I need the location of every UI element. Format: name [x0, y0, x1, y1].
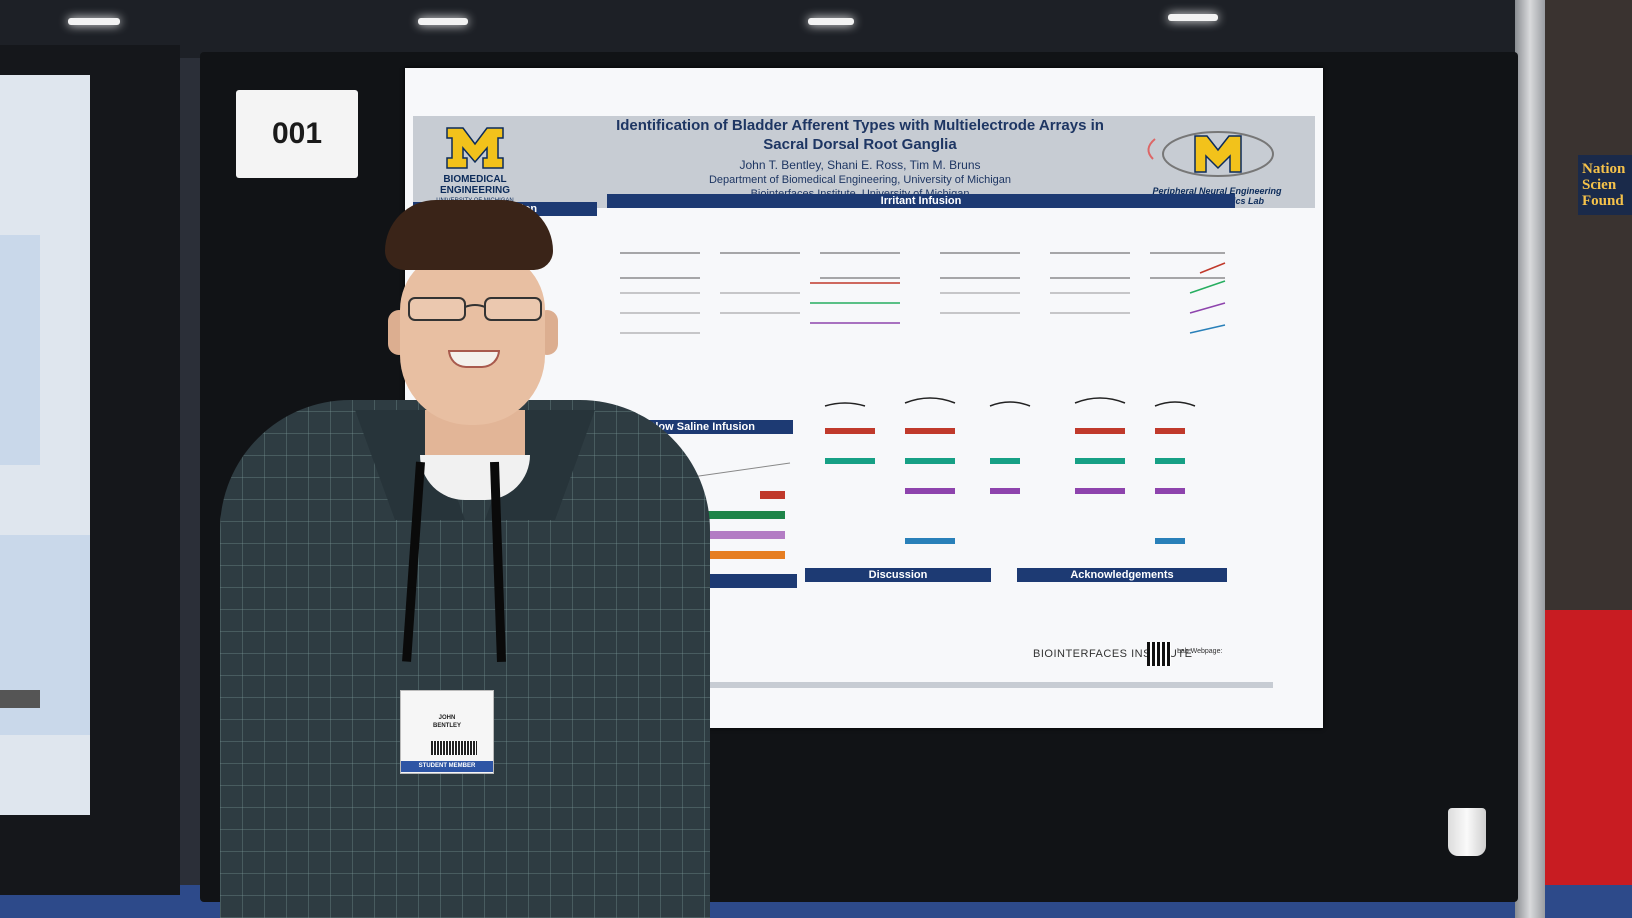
paper-cup — [1448, 808, 1486, 856]
poster-affiliation: Department of Biomedical Engineering, Un… — [708, 174, 1012, 186]
section-discussion: Discussion — [805, 568, 991, 582]
poster-title: Identification of Bladder Afferent Types… — [575, 116, 1145, 154]
section-acknowledgements: Acknowledgements — [1017, 568, 1227, 582]
board-number: 001 — [271, 117, 323, 150]
booth-sign: Nation Scien Found — [1578, 155, 1632, 215]
ceiling — [0, 0, 1632, 58]
booth-sign-line: Scien — [1582, 177, 1617, 193]
lab-logo — [1147, 131, 1274, 177]
poster-panel — [0, 235, 40, 465]
logo-line: BIOMEDICAL — [443, 174, 507, 185]
booth-sign-line: Nation — [1582, 161, 1626, 177]
ceiling-light — [1168, 14, 1218, 21]
irritant-traces — [620, 252, 1226, 334]
face — [400, 250, 545, 425]
glasses-icon — [408, 297, 542, 321]
logo-line: ENGINEERING — [439, 185, 510, 196]
poster-title-line: Identification of Bladder Afferent Types… — [616, 117, 1104, 134]
section-irritant-infusion: Irritant Infusion — [607, 194, 1235, 208]
board-number-card: 001 — [236, 90, 358, 178]
lab-webpage-label: Lab Webpage: — [1177, 648, 1223, 655]
carryover-traces — [824, 397, 1196, 544]
badge-last-name: BENTLEY — [432, 723, 461, 729]
qr-code — [1147, 642, 1171, 666]
badge-barcode — [431, 741, 477, 755]
lab-name-line: Peripheral Neural Engineering — [1152, 186, 1282, 196]
poster-figure — [0, 690, 40, 708]
poster-header — [413, 116, 1315, 208]
left-neighbor-poster — [0, 75, 90, 815]
booth-sign-line: Found — [1582, 193, 1624, 209]
badge-first-name: JOHN — [438, 715, 456, 721]
poster-title-line: Sacral Dorsal Root Ganglia — [763, 136, 957, 153]
booth-pillar — [1515, 0, 1545, 918]
ceiling-light — [808, 18, 854, 25]
presenter: JOHN BENTLEY STUDENT MEMBER — [220, 200, 710, 918]
name-badge: JOHN BENTLEY STUDENT MEMBER — [400, 690, 494, 774]
ceiling-light — [68, 18, 120, 25]
badge-member-type: STUDENT MEMBER — [401, 761, 493, 772]
carryover-figure — [805, 388, 1235, 558]
michigan-m-logo — [446, 127, 504, 169]
hair — [385, 200, 553, 270]
ceiling-light — [418, 18, 468, 25]
poster-footer-strip — [413, 682, 1273, 688]
poster-authors: John T. Bentley, Shani E. Ross, Tim M. B… — [739, 158, 981, 172]
irritant-infusion-figure — [610, 233, 1230, 353]
